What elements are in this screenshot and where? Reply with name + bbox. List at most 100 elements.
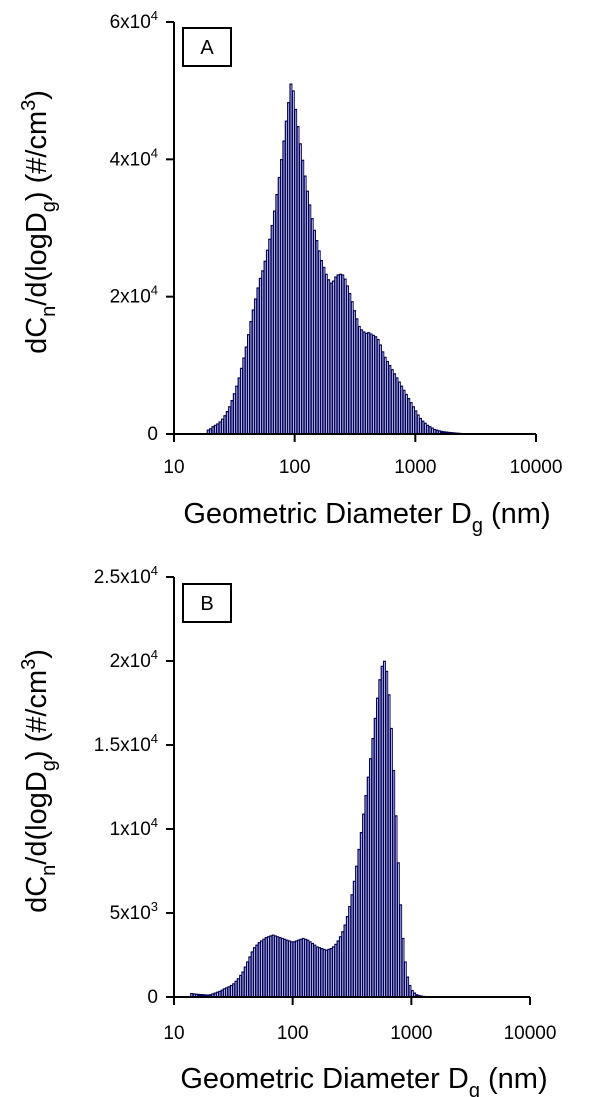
bar-highlight [312, 944, 314, 997]
bar-highlight [396, 378, 398, 434]
bar-highlight [269, 239, 271, 434]
bar-highlight [267, 250, 268, 434]
bar-highlight [347, 286, 349, 434]
bar-highlight [388, 695, 390, 997]
bar-highlight [349, 294, 351, 434]
bar-highlight [311, 219, 313, 434]
y-axis-title: dCn/d(logDg) (#/cm3) [18, 90, 60, 354]
bar-highlight [405, 962, 406, 997]
bar-highlight [297, 127, 299, 435]
bar-highlight [290, 84, 292, 434]
bar-highlight [333, 947, 334, 997]
bar-highlight [434, 430, 436, 434]
bar-highlight [307, 940, 309, 997]
bar-highlight [231, 401, 233, 434]
y-tick-label: 2x104 [110, 647, 158, 672]
y-tick-label: 4x104 [110, 145, 158, 170]
bar-highlight [221, 990, 223, 997]
bar-highlight [212, 994, 214, 997]
bar-highlight [224, 989, 225, 997]
bar-highlight [417, 415, 419, 434]
bar-highlight [262, 271, 264, 434]
bar-highlight [264, 261, 266, 434]
y-tick-label: 1.5x104 [94, 731, 158, 756]
bar-highlight [337, 941, 339, 997]
bar-highlight [250, 322, 252, 434]
bar-highlight [330, 949, 332, 997]
bar-highlight [384, 357, 386, 434]
bar-highlight [377, 698, 378, 997]
bar-highlight [244, 967, 246, 997]
bar-highlight [300, 939, 302, 997]
bar-highlight [300, 144, 301, 434]
bar-highlight [302, 160, 304, 435]
bar-highlight [402, 939, 404, 997]
bar-highlight [386, 671, 388, 997]
y-axis-title: dCn/d(logDg) (#/cm3) [18, 649, 60, 913]
bar-highlight [394, 374, 396, 434]
bar-highlight [191, 994, 193, 997]
bar-highlight [270, 936, 272, 997]
bar-highlight [242, 972, 244, 997]
bar-highlight [237, 979, 239, 997]
bar-highlight [391, 729, 392, 997]
bar-highlight [349, 907, 351, 997]
y-tick-label: 0 [147, 424, 158, 445]
bar-highlight [217, 424, 219, 434]
bar-highlight [379, 680, 381, 997]
bar-highlight [293, 91, 294, 434]
bar-highlight [276, 195, 278, 434]
bar-highlight [399, 382, 400, 434]
bar-highlight [344, 925, 346, 997]
bar-highlight [407, 977, 409, 997]
bar-highlight [305, 939, 307, 997]
bar-highlight [251, 952, 253, 997]
bar-highlight [319, 948, 321, 997]
panel-b: 10 100 1000 10000 0 5x103 1x104 1.5x104 2x104 2.5… [18, 563, 556, 1097]
bar-highlight [323, 950, 325, 997]
bar-highlight [373, 336, 374, 434]
bar-highlight [422, 421, 424, 434]
bar-highlight [429, 427, 431, 434]
panel-a: 10 100 1000 10000 0 2x104 4x104 6x104 A Geometric… [18, 8, 562, 537]
bar-highlight [403, 390, 405, 434]
bar-highlight [210, 429, 212, 434]
bar-highlight [335, 277, 337, 434]
bar-highlight [395, 816, 397, 997]
bar-highlight [235, 981, 237, 997]
bar-highlight [254, 948, 255, 997]
bar-highlight [248, 335, 250, 434]
bar-highlight [298, 940, 300, 997]
bar-highlight [342, 275, 344, 434]
bar-highlight [236, 386, 238, 434]
x-tick-label: 10000 [510, 457, 563, 478]
bar-highlight [309, 205, 311, 434]
panel-label-box [182, 27, 232, 67]
bar-highlight [353, 881, 355, 997]
bar-highlight [252, 310, 254, 434]
bar-highlight [354, 311, 356, 434]
bar-highlight [318, 251, 320, 434]
bar-highlight [228, 987, 230, 997]
x-tick-label: 10000 [504, 1023, 557, 1044]
bar-highlight [291, 942, 293, 997]
bar-highlight [427, 425, 429, 434]
bar-highlight [424, 423, 426, 434]
bar-highlight [281, 160, 283, 435]
bar-highlight [243, 358, 245, 434]
bar-highlight [351, 302, 353, 434]
y-tick-label: 2.5x104 [94, 563, 158, 588]
bar-highlight [382, 352, 384, 434]
bar-highlight [347, 917, 348, 997]
bar-highlight [314, 945, 316, 997]
bar-highlight [326, 274, 327, 434]
bar-highlight [380, 345, 382, 434]
bar-highlight [401, 386, 403, 434]
x-tick-label: 10 [163, 1023, 184, 1044]
bar-highlight [326, 950, 327, 997]
bar-highlight [366, 333, 367, 434]
bar-highlight [215, 425, 216, 434]
bar-highlight [415, 411, 417, 434]
bar-highlight [277, 937, 279, 997]
bar-highlight [241, 368, 242, 434]
